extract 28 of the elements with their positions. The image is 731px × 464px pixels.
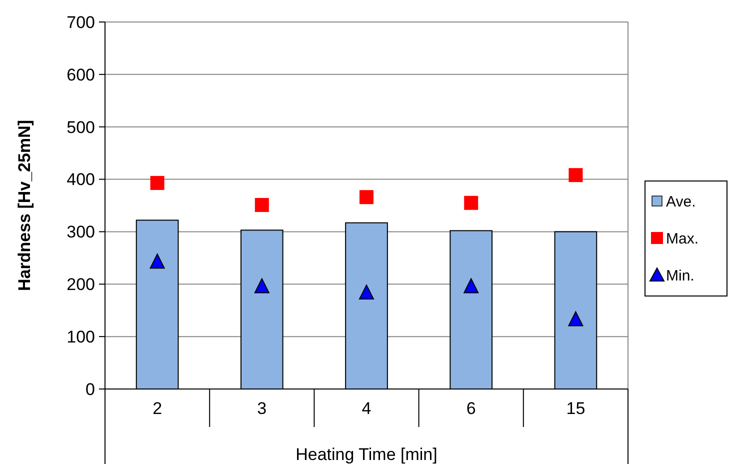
y-tick-label: 100 (66, 328, 95, 347)
x-tick-label: 2 (152, 399, 162, 418)
y-tick-label: 300 (66, 222, 95, 242)
point (254, 198, 269, 212)
x-tick-label: 4 (362, 399, 372, 418)
y-axis-title: Hardness [Hv_25mN] (15, 120, 34, 292)
x-tick-label: 15 (566, 399, 586, 418)
x-tick-label: 6 (466, 399, 476, 418)
y-tick-label: 600 (66, 65, 95, 84)
point (464, 278, 479, 294)
point (360, 190, 374, 204)
point (568, 311, 584, 326)
point (150, 254, 165, 269)
y-tick-label: 0 (86, 380, 95, 399)
legend-label: Max. (666, 230, 699, 248)
x-tick-label: 3 (257, 399, 267, 418)
point (464, 196, 478, 210)
legend-label: Ave. (666, 193, 696, 210)
y-tick-label: 200 (66, 275, 95, 294)
point (568, 168, 583, 182)
point (359, 284, 374, 300)
y-tick-label: 400 (66, 170, 95, 190)
point (150, 176, 164, 190)
x-axis-title: Heating Time [min] (296, 445, 438, 464)
legend-label: Min. (666, 267, 694, 284)
point (254, 278, 270, 294)
y-tick-label: 700 (66, 12, 95, 32)
y-tick-label: 500 (66, 118, 95, 137)
